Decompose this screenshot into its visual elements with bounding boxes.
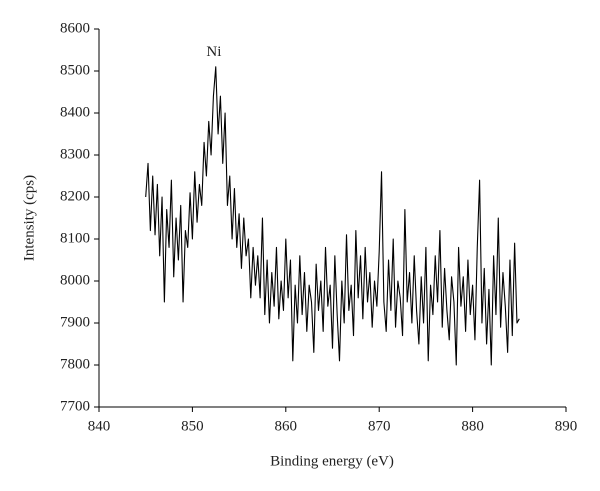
y-axis-label: Intensity (cps) [21,175,37,261]
y-tick-label: 8200 [60,188,90,204]
y-tick-label: 7900 [60,314,90,330]
x-axis-label: Binding energy (eV) [270,453,394,469]
y-tick-label: 8100 [60,230,90,246]
y-tick-label: 7700 [60,398,90,414]
y-tick-label: 8300 [60,146,90,162]
y-tick-label: 7800 [60,356,90,372]
x-tick-label: 840 [88,418,111,434]
y-tick-label: 8400 [60,104,90,120]
x-tick-label: 860 [275,418,298,434]
x-tick-label: 870 [368,418,391,434]
y-tick-label: 8500 [60,62,90,78]
y-tick-label: 8000 [60,272,90,288]
x-tick-label: 850 [181,418,204,434]
x-tick-label: 890 [555,418,578,434]
annotation: Ni [206,44,221,60]
y-tick-label: 8600 [60,20,90,36]
spectrum-line [145,66,520,366]
x-tick-label: 880 [461,418,484,434]
